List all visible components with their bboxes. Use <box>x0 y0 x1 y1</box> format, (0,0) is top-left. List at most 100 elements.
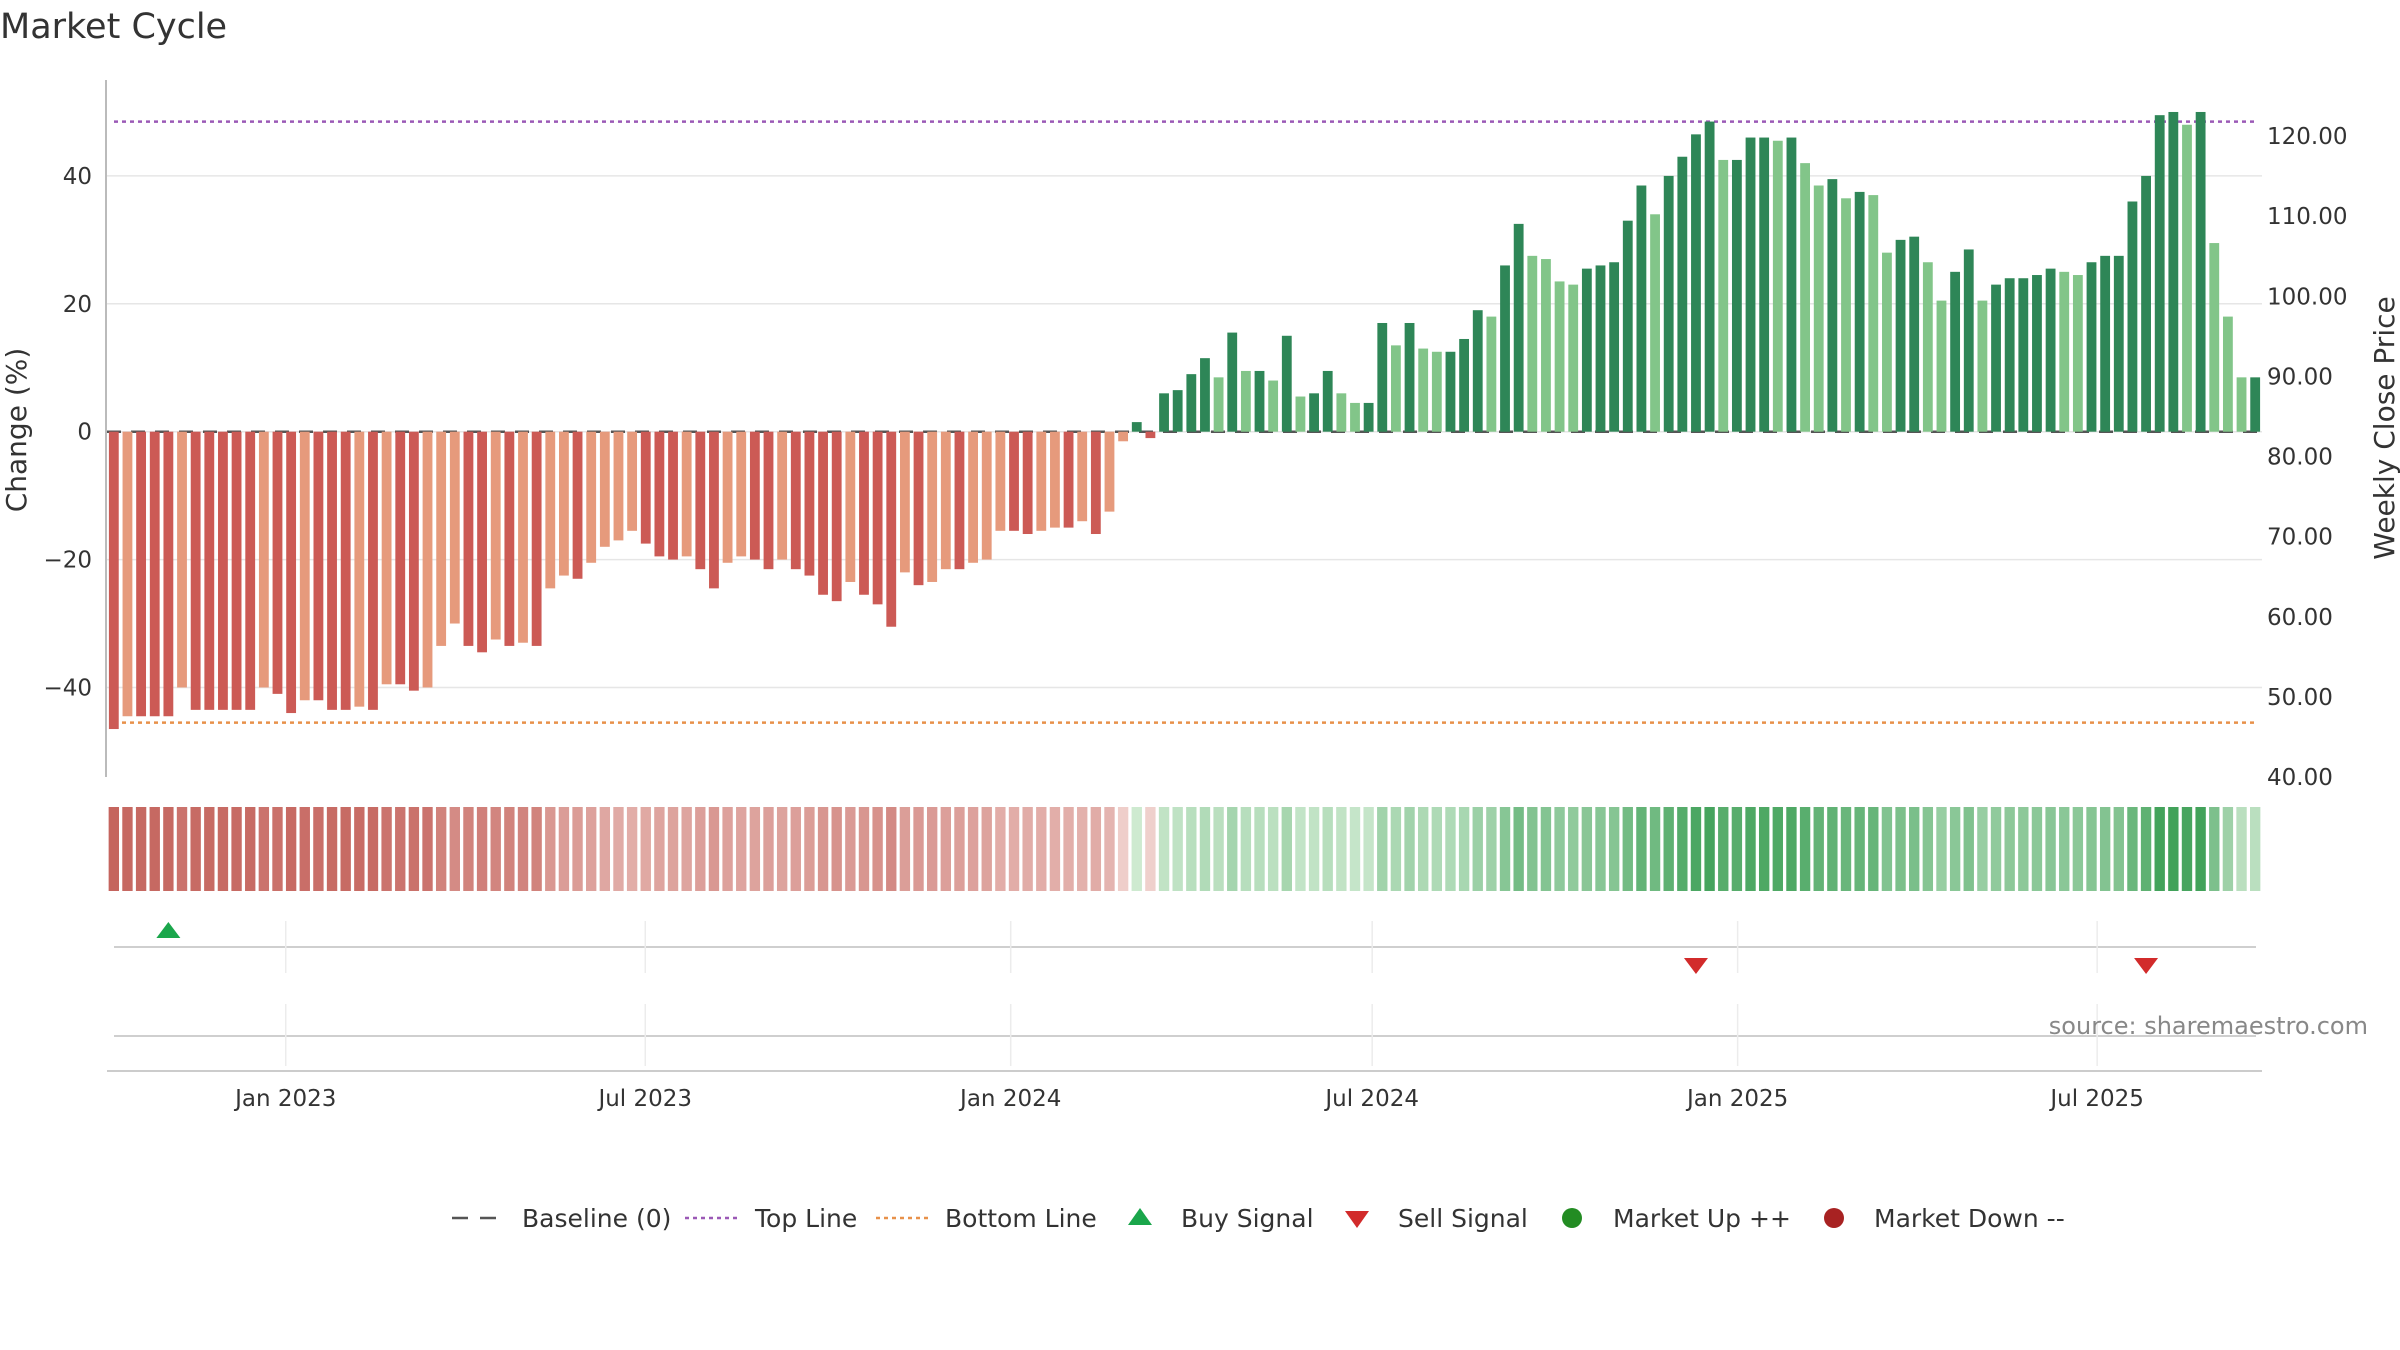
change-bar <box>1663 175 1674 432</box>
heat-cell <box>2195 807 2206 891</box>
change-bar <box>1268 380 1279 432</box>
change-bar <box>1009 431 1019 531</box>
change-bar <box>1786 137 1797 432</box>
change-bar <box>177 431 187 688</box>
y-axis-label: Change (%) <box>0 348 33 513</box>
heat-cell <box>1008 807 1020 891</box>
change-bar <box>381 431 392 685</box>
change-bar <box>1554 281 1565 432</box>
change-bar <box>1309 393 1319 432</box>
heat-cell <box>695 807 706 891</box>
heat-cell <box>1363 807 1374 891</box>
right-y-tick-label: 80.00 <box>2267 445 2333 471</box>
heat-cell <box>2072 807 2084 891</box>
heat-cell <box>1595 807 1606 891</box>
change-bar <box>368 431 378 710</box>
change-bar <box>818 431 828 595</box>
change-bar <box>613 431 624 541</box>
heat-cell <box>2099 807 2111 891</box>
change-bar <box>245 431 256 710</box>
change-bar <box>1459 338 1470 432</box>
heat-cell <box>258 807 270 891</box>
change-bar <box>859 431 869 595</box>
heat-cell <box>967 807 979 891</box>
change-bar <box>1077 431 1088 522</box>
source-attribution: source: sharemaestro.com <box>2049 1012 2368 1040</box>
change-bar <box>2154 115 2165 432</box>
change-bar <box>2072 275 2083 432</box>
change-bar <box>2195 111 2206 432</box>
heat-cell <box>1977 807 1988 891</box>
heat-cell <box>1145 807 1156 891</box>
change-bar <box>518 431 528 643</box>
change-bar <box>1759 137 1770 432</box>
x-tick-label: Jan 2023 <box>233 1086 336 1112</box>
heat-cell <box>1554 807 1565 891</box>
change-bar <box>1527 255 1538 432</box>
heat-cell <box>1227 807 1238 891</box>
heat-cell <box>926 807 938 891</box>
change-bar <box>2222 316 2233 432</box>
left-y-tick-label: −20 <box>43 548 92 574</box>
buy-signal-marker <box>156 922 181 938</box>
change-bar <box>1404 322 1415 432</box>
change-bar <box>2086 262 2097 432</box>
legend-label: Sell Signal <box>1398 1204 1528 1233</box>
heat-cell <box>1513 807 1524 891</box>
x-ticks: Jan 2023 Jul 2023 Jan 2024 Jul 2024 Jan 2025… <box>233 1086 2144 1112</box>
change-bar <box>2250 377 2261 432</box>
heat-cell <box>626 807 638 891</box>
right-y-tick-label: 60.00 <box>2267 605 2333 631</box>
heat-cell <box>176 807 188 891</box>
heat-cell <box>681 807 692 891</box>
heat-cell <box>1622 807 1633 891</box>
change-bar <box>1131 422 1142 432</box>
change-bar <box>477 431 487 653</box>
change-bar <box>1950 271 1961 432</box>
heat-cell <box>1240 807 1252 891</box>
heat-cell <box>1213 807 1224 891</box>
heat-cell <box>381 807 392 891</box>
heat-cell <box>1718 807 1729 891</box>
change-bar <box>1868 195 1879 432</box>
heat-cell <box>1758 807 1770 891</box>
heat-cell <box>463 807 474 891</box>
heat-cell <box>572 807 583 891</box>
change-bar <box>777 431 788 560</box>
heat-cell <box>1445 807 1456 891</box>
change-bar <box>1350 402 1360 432</box>
legend-label: Top Line <box>754 1204 857 1233</box>
heat-cell <box>1418 807 1429 891</box>
change-bar <box>668 431 678 560</box>
change-bar <box>1486 316 1497 432</box>
right-y-ticks: 40.00 50.00 60.00 70.00 80.00 90.00 100.00 110.… <box>2267 124 2347 791</box>
heat-cell <box>1254 807 1265 891</box>
change-bar <box>108 431 119 730</box>
change-bar <box>654 431 665 557</box>
sell-signal-marker <box>1683 958 1708 974</box>
change-bar <box>1050 431 1060 528</box>
change-bar <box>1636 185 1647 432</box>
legend-item: Buy Signal <box>1128 1204 1314 1233</box>
heat-cell <box>1377 807 1388 891</box>
heat-cell <box>2086 807 2097 891</box>
heat-cell <box>135 807 147 891</box>
heat-cell <box>1636 807 1647 891</box>
heat-cell <box>531 807 542 891</box>
change-bar <box>463 431 474 646</box>
change-bar <box>1336 393 1347 432</box>
heat-cell <box>1786 807 1797 891</box>
heat-cell <box>1308 807 1320 891</box>
heat-cell <box>913 807 924 891</box>
change-bar <box>1445 351 1456 432</box>
heat-cell <box>1949 807 1961 891</box>
change-bar <box>340 431 351 710</box>
change-bar <box>886 431 897 627</box>
heat-cell <box>981 807 992 891</box>
heat-cell <box>763 807 774 891</box>
heat-cell <box>1649 807 1661 891</box>
change-bar <box>1691 134 1701 432</box>
change-bar <box>722 431 733 563</box>
change-bar <box>790 431 801 570</box>
